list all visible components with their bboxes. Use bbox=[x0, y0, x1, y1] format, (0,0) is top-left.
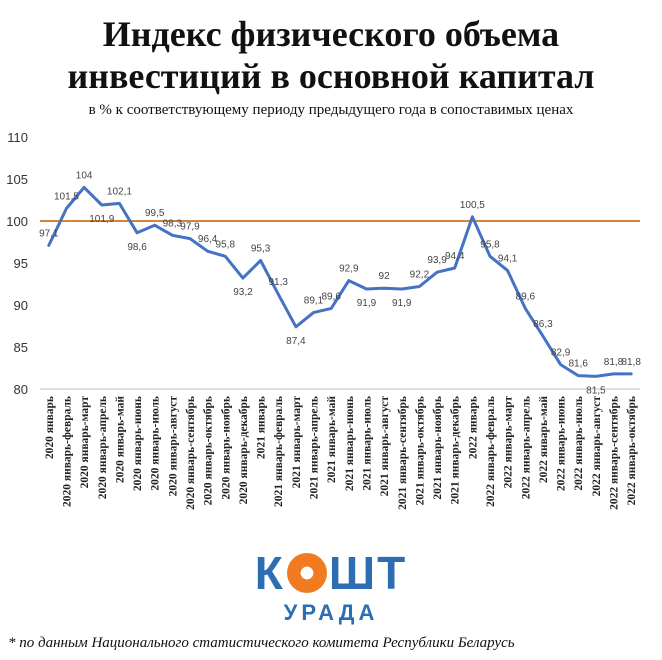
data-label: 86,3 bbox=[533, 319, 553, 330]
data-label: 100,5 bbox=[460, 200, 485, 211]
data-label: 92,9 bbox=[339, 264, 359, 275]
x-tick-label: 2021 январь-август bbox=[379, 396, 391, 497]
x-tick-label: 2022 январь-июль bbox=[573, 396, 585, 491]
data-label: 96,4 bbox=[198, 234, 218, 245]
x-tick-label: 2020 январь-апрель bbox=[97, 396, 109, 499]
x-tick-label: 2021 январь-март bbox=[291, 396, 303, 489]
data-label: 93,2 bbox=[233, 287, 253, 298]
data-label: 102,1 bbox=[107, 186, 132, 197]
x-tick-label: 2022 январь-октябрь bbox=[626, 396, 638, 505]
data-label: 91,9 bbox=[357, 298, 377, 309]
x-tick-label: 2022 январь-февраль bbox=[485, 396, 497, 507]
x-tick-label: 2021 январь-октябрь bbox=[414, 396, 426, 505]
x-tick-label: 2020 январь-ноябрь bbox=[220, 396, 232, 500]
data-label: 101,5 bbox=[54, 191, 79, 202]
data-label: 89,6 bbox=[516, 291, 536, 302]
data-label: 82,9 bbox=[551, 348, 571, 359]
y-tick-label: 100 bbox=[6, 214, 28, 229]
data-label: 98,6 bbox=[127, 242, 147, 253]
source-footnote: * по данным Национального статистическог… bbox=[8, 635, 515, 651]
x-tick-label: 2021 январь-апрель bbox=[309, 396, 321, 499]
x-tick-label: 2021 январь-февраль bbox=[273, 396, 285, 507]
x-tick-label: 2022 январь-сентябрь bbox=[609, 396, 621, 510]
data-label: 92 bbox=[379, 271, 391, 282]
data-labels-group: 97,1 101,5 104 101,9 102,1 98,6 99,598,397,996… bbox=[39, 170, 641, 396]
x-tick-label: 2021 январь-июнь bbox=[344, 396, 356, 491]
series-group bbox=[47, 185, 633, 378]
data-label: 97,1 bbox=[39, 228, 59, 239]
x-tick-label: 2022 январь-май bbox=[538, 396, 550, 483]
x-tick-label: 2020 январь-июль bbox=[150, 396, 162, 491]
data-label: 91,3 bbox=[269, 277, 289, 288]
data-label: 99,5 bbox=[145, 208, 165, 219]
chart-title-line-2: инвестиций в основной капитал bbox=[67, 56, 595, 96]
data-label: 95,8 bbox=[480, 239, 500, 250]
data-label: 94,1 bbox=[498, 254, 518, 265]
x-tick-label: 2021 январь-май bbox=[326, 396, 338, 483]
data-label: 89,1 bbox=[304, 296, 324, 307]
x-tick-label: 2021 январь-ноябрь bbox=[432, 396, 444, 500]
data-label: 81,6 bbox=[569, 359, 589, 370]
data-label: 81,8 bbox=[621, 357, 641, 368]
x-tick-label: 2020 январь-февраль bbox=[61, 396, 73, 507]
x-tick-label: 2022 январь-август bbox=[591, 396, 603, 497]
x-tick-label: 2020 январь-сентябрь bbox=[185, 396, 197, 510]
logo-emblem-icon bbox=[286, 553, 327, 593]
chart-subtitle: в % к соответствующему периоду предыдуще… bbox=[88, 102, 574, 118]
series-line bbox=[47, 185, 633, 378]
y-tick-label: 105 bbox=[6, 172, 28, 187]
y-axis: 80 85 90 95 100 105 110 bbox=[6, 130, 640, 397]
y-tick-label: 85 bbox=[14, 340, 28, 355]
chart-title-line-1: Индекс физического объема bbox=[102, 14, 560, 54]
data-label: 89,6 bbox=[321, 291, 341, 302]
y-tick-label: 95 bbox=[14, 256, 28, 271]
logo-subtitle: УРАДА bbox=[283, 600, 379, 625]
x-tick-label: 2021 январь bbox=[256, 396, 268, 459]
data-label: 81,5 bbox=[586, 385, 606, 396]
data-label: 98,3 bbox=[163, 218, 183, 229]
data-label: 81,8 bbox=[604, 357, 624, 368]
x-tick-label: 2022 январь bbox=[467, 396, 479, 459]
x-tick-label: 2020 январь-март bbox=[79, 396, 91, 489]
logo: К ШТ bbox=[0, 546, 662, 599]
x-tick-label: 2021 январь-декабрь bbox=[450, 396, 462, 504]
x-tick-label: 2021 январь-сентябрь bbox=[397, 396, 409, 510]
x-tick-label: 2022 январь-апрель bbox=[520, 396, 532, 499]
data-label: 92,2 bbox=[410, 270, 430, 281]
data-label: 101,9 bbox=[89, 214, 114, 225]
x-tick-label: 2020 январь-октябрь bbox=[203, 396, 215, 505]
x-tick-label: 2021 январь-июль bbox=[361, 396, 373, 491]
x-tick-label: 2020 январь-июнь bbox=[132, 396, 144, 491]
data-label: 91,9 bbox=[392, 298, 412, 309]
y-tick-label: 110 bbox=[7, 130, 28, 145]
x-tick-label: 2022 январь-март bbox=[503, 396, 515, 489]
logo-text-right: ШТ bbox=[328, 547, 408, 599]
data-label: 97,9 bbox=[180, 222, 200, 233]
data-label: 93,9 bbox=[427, 255, 447, 266]
data-label: 104 bbox=[76, 170, 93, 181]
data-label: 94,4 bbox=[445, 251, 465, 262]
line-chart: 80 85 90 95 100 105 110 97,1 101,5 104 101,9 102,1… bbox=[6, 130, 641, 510]
y-tick-label: 80 bbox=[14, 382, 28, 397]
y-tick-label: 90 bbox=[14, 298, 28, 313]
x-tick-label: 2020 январь-декабрь bbox=[238, 396, 250, 504]
x-axis: 2020 январь 2020 январь-февраль 2020 январ… bbox=[44, 396, 638, 510]
data-label: 87,4 bbox=[286, 336, 306, 347]
x-tick-label: 2020 январь bbox=[44, 396, 56, 459]
data-label: 95,3 bbox=[251, 243, 271, 254]
x-tick-label: 2022 январь-июнь bbox=[556, 396, 568, 491]
data-label: 95,8 bbox=[216, 239, 236, 250]
x-tick-label: 2020 январь-май bbox=[114, 396, 126, 483]
x-tick-label: 2020 январь-август bbox=[167, 396, 179, 497]
logo-text-left: К bbox=[254, 547, 285, 599]
